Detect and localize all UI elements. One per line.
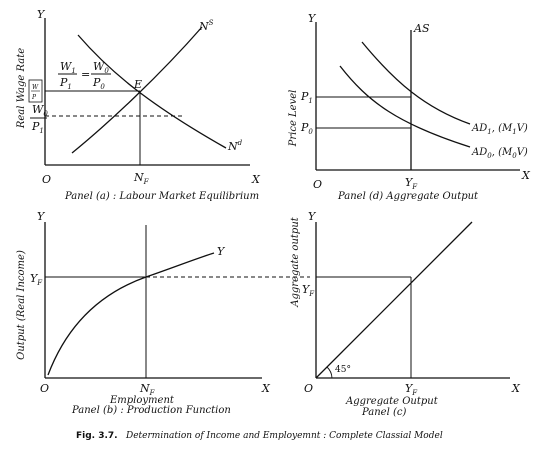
panel-b-origin: O [40,382,49,395]
figure-number: Fig. 3.7. [76,431,118,441]
panel-a: Y X O Real Wage Rate NS Nd E NF W1 P1 = … [16,8,261,202]
labour-demand-curve [77,34,227,149]
panel-c: Y X O Aggregate output 45° YF YF Aggrega… [290,210,521,418]
panel-b: Y X O Output (Real Income) Y YF NF Emplo… [16,210,310,416]
production-function-curve [47,252,215,376]
labour-supply-label: NS [198,19,214,33]
panel-c-ylabel: Aggregate output [290,216,301,308]
panel-b-y-letter: Y [37,210,46,223]
panel-a-y-letter: Y [37,8,46,21]
labour-demand-label: Nd [227,139,243,153]
panel-a-nf-label: NF [133,171,150,186]
labour-supply-curve [71,26,203,154]
panel-c-xlabel: Aggregate Output [345,396,439,407]
panel-c-y-letter: Y [308,210,317,223]
panel-b-x-letter: X [261,382,271,395]
aggregate-demand-curve-0 [339,65,471,148]
panel-d-yf-label: YF [405,176,418,191]
panel-a-origin: O [42,173,51,186]
panel-b-nf-label: NF [139,382,156,397]
ad1-label: AD1, (M1V) [471,123,528,136]
panel-d-origin: O [313,178,322,191]
svg-text:=: = [81,68,90,81]
svg-text:P1: P1 [59,76,72,91]
panel-c-caption: Panel (c) [361,407,406,418]
panel-a-ylabel: Real Wage Rate [16,48,27,129]
svg-text:W1: W1 [60,60,76,75]
panel-d-p1-label: P1 [300,90,313,105]
aggregate-supply-label: AS [413,22,430,35]
production-function-label: Y [217,245,226,258]
svg-text:P1: P1 [31,120,44,135]
panel-b-ylabel: Output (Real Income) [16,250,27,360]
panel-d: Y X O Price Level AS P1 P0 YF AD1, (M1V)… [288,12,531,202]
svg-text:P: P [31,94,37,101]
panel-d-x-letter: X [521,169,531,182]
equilibrium-e-label: E [133,78,142,91]
panel-d-y-letter: Y [308,12,317,25]
lower-wage-expression: W0 P1 [30,103,48,135]
panel-a-x-letter: X [251,173,261,186]
wage-tick-box: W P [28,79,43,103]
panel-c-x-letter: X [511,382,521,395]
svg-text:W: W [32,84,39,91]
panel-c-yf-x-label: YF [405,382,418,397]
forty-five-degree-line [315,221,473,379]
angle-label: 45° [335,365,351,375]
panel-a-caption: Panel (a) : Labour Market Equilibrium [64,191,259,202]
panel-c-origin: O [304,382,313,395]
panel-b-yf-label: YF [30,272,43,287]
aggregate-demand-curve-1 [361,41,471,125]
svg-text:P0: P0 [92,76,105,91]
figure-title: Determination of Income and Employemnt :… [125,431,443,441]
panel-d-caption: Panel (d) Aggregate Output [337,191,479,202]
wage-equality-expression: W1 P1 = W0 P0 [58,60,111,91]
panel-d-ylabel: Price Level [288,90,299,148]
svg-text:W0: W0 [93,60,109,75]
angle-arc [326,366,333,379]
figure-caption: Fig. 3.7. Determination of Income and Em… [76,431,443,441]
panel-b-xlabel: Employment [109,395,175,406]
svg-text:W0: W0 [32,103,48,118]
ad0-label: AD0, (M0V) [471,147,528,160]
panel-d-p0-label: P0 [300,121,313,136]
panel-c-yf-y-label: YF [302,283,315,298]
panel-b-caption: Panel (b) : Production Function [71,405,231,416]
